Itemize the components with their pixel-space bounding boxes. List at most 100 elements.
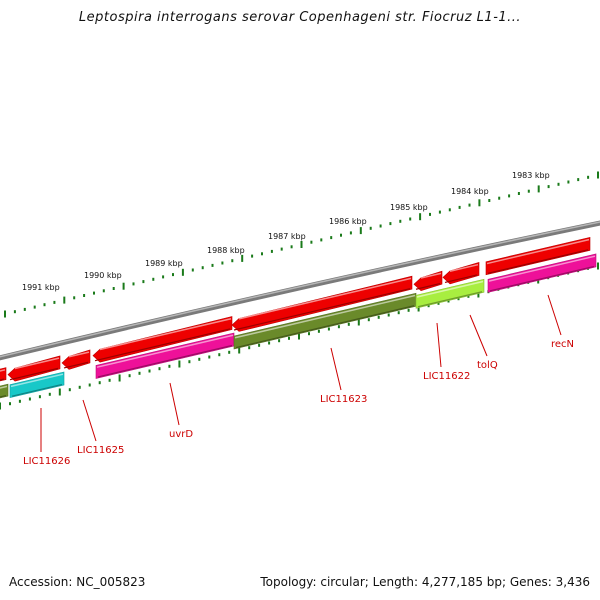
inner-tick: [337, 325, 340, 329]
gene-label-uvrd[interactable]: uvrD: [169, 429, 193, 440]
gene-red-recn[interactable]: [485, 236, 591, 276]
leader-lic11623: [330, 347, 342, 391]
cds-uvrd[interactable]: [95, 332, 235, 379]
cds-lic11623-highlight: [234, 294, 416, 339]
scale-tick: [221, 261, 224, 265]
scale-tick: [359, 227, 362, 235]
scale-tick: [508, 194, 511, 198]
inner-tick: [178, 360, 181, 368]
gene-red-tolq[interactable]: [442, 262, 480, 285]
genome-backbone: [0, 220, 600, 361]
scale-tick: [379, 224, 382, 228]
scale-tick: [172, 273, 174, 277]
inner-tick: [347, 322, 350, 326]
inner-tick: [477, 290, 480, 298]
inner-tick: [597, 262, 599, 270]
inner-tick: [48, 392, 51, 396]
cds-olive-edge-highlight: [0, 385, 8, 389]
scale-tick: [498, 196, 501, 200]
cds-recn-highlight: [488, 255, 596, 282]
inner-tick: [377, 315, 380, 319]
gene-red-lic11623[interactable]: [231, 275, 413, 332]
inner-tick: [387, 313, 390, 317]
backbone-highlight: [0, 221, 600, 358]
gene-red-2[interactable]: [61, 349, 91, 370]
scale-tick: [132, 282, 135, 286]
gene-red-recn-body[interactable]: [485, 236, 591, 276]
inner-tick: [0, 402, 1, 410]
gene-red-lic11622-body[interactable]: [413, 270, 443, 292]
inner-tick: [397, 311, 400, 315]
gene-red-edge[interactable]: [0, 367, 7, 384]
cds-lic11622-body[interactable]: [415, 278, 485, 309]
scale-label-1991: 1991 kbp: [22, 283, 60, 292]
gene-red-tolq-body[interactable]: [442, 262, 480, 285]
cds-uvrd-highlight: [96, 334, 234, 368]
gene-red-lic11622[interactable]: [413, 270, 443, 292]
scale-tick: [261, 252, 263, 256]
cds-olive-edge[interactable]: [0, 383, 9, 400]
gene-red-uvrd[interactable]: [92, 316, 233, 363]
gene-red-2-body[interactable]: [61, 349, 91, 370]
inner-tick: [457, 297, 460, 301]
inner-tick: [218, 353, 221, 357]
inner-tick: [228, 350, 231, 354]
gene-label-tolq[interactable]: tolQ: [477, 360, 498, 371]
inner-tick: [138, 371, 141, 375]
scale-tick: [191, 268, 194, 272]
scale-tick: [340, 233, 342, 237]
gene-label-lic11623[interactable]: LIC11623: [320, 394, 367, 405]
scale-tick: [587, 175, 590, 179]
inner-tick: [28, 397, 31, 401]
gene-label-lic11626[interactable]: LIC11626: [23, 456, 70, 467]
scale-label-1988: 1988 kbp: [207, 246, 245, 255]
scale-tick: [448, 208, 451, 212]
gene-red-lic11623-highlight: [238, 277, 412, 320]
scale-tick: [429, 212, 431, 216]
gene-red-1-body[interactable]: [7, 355, 61, 382]
gene-label-lic11625[interactable]: LIC11625: [77, 445, 124, 456]
scale-tick: [458, 205, 461, 209]
inner-tick: [38, 395, 41, 399]
cds-lic11622[interactable]: [415, 278, 485, 309]
scale-tick: [53, 300, 56, 304]
scale-label-1990: 1990 kbp: [84, 271, 122, 280]
cds-lic11625-body[interactable]: [9, 371, 65, 399]
inner-tick: [188, 360, 191, 364]
map-title: Leptospira interrogans serovar Copenhage…: [78, 10, 522, 25]
gene-red-1[interactable]: [7, 355, 61, 382]
scale-tick: [419, 213, 422, 221]
scale-tick: [93, 291, 95, 295]
cds-recn-shadow: [489, 265, 595, 292]
scale-tick: [23, 307, 26, 311]
cds-olive-edge-shadow: [0, 395, 7, 398]
scale-tick: [557, 182, 560, 186]
inner-tick: [78, 385, 81, 389]
scale-tick: [181, 268, 184, 276]
scale-tick: [63, 296, 66, 304]
cds-recn[interactable]: [487, 253, 597, 293]
scale-tick: [547, 185, 550, 189]
gene-red-lic11623-body[interactable]: [231, 275, 413, 332]
gene-red-uvrd-body[interactable]: [92, 316, 233, 363]
scale-tick: [122, 282, 125, 290]
gene-red-lic11622-highlight: [420, 272, 442, 279]
gene-red-1-shadow: [9, 367, 59, 381]
cds-lic11625[interactable]: [9, 371, 65, 399]
gene-red-lic11622-shadow: [415, 283, 441, 290]
gene-features: [0, 236, 597, 452]
inner-tick: [18, 399, 21, 403]
inner-tick: [98, 381, 101, 385]
backbone-line: [0, 220, 600, 361]
gene-red-tolq-shadow: [444, 274, 478, 284]
cds-recn-body[interactable]: [487, 253, 597, 293]
cds-lic11623[interactable]: [233, 292, 417, 350]
gene-label-lic11622[interactable]: LIC11622: [423, 371, 470, 382]
gene-label-recn[interactable]: recN: [551, 339, 574, 350]
leader-lic11622: [436, 322, 442, 368]
scale-tick: [280, 247, 283, 251]
inner-tick: [118, 374, 121, 382]
leader-lic11625: [82, 399, 97, 442]
scale-tick: [162, 275, 165, 279]
